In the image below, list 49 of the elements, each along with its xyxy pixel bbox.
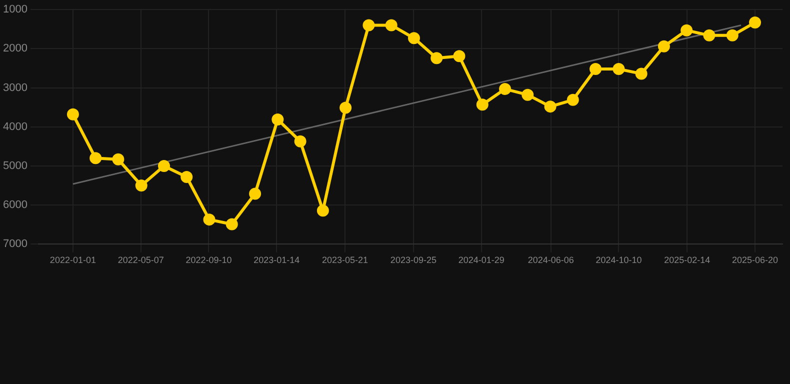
x-tick-label: 2022-05-07 <box>118 255 164 266</box>
point <box>544 100 556 113</box>
point <box>476 98 488 111</box>
point <box>203 214 216 226</box>
point <box>249 188 262 200</box>
point <box>612 63 625 76</box>
point <box>180 170 193 183</box>
x-tick-label: 2025-06-20 <box>732 255 778 266</box>
point <box>635 68 648 80</box>
point <box>362 19 375 32</box>
point <box>499 82 512 95</box>
point <box>680 24 693 36</box>
point <box>135 180 148 192</box>
point <box>294 135 306 148</box>
y-tick-label: 7000 <box>2 238 28 250</box>
point <box>453 50 466 62</box>
y-tick-label: 2000 <box>2 42 28 55</box>
point <box>340 102 352 114</box>
point <box>726 29 738 42</box>
point <box>703 29 716 42</box>
point <box>408 32 420 44</box>
y-tick-label: 5000 <box>2 160 28 172</box>
x-tick-label: 2022-09-10 <box>186 255 232 266</box>
x-tick-label: 2023-01-14 <box>254 255 300 266</box>
point <box>226 218 238 230</box>
point <box>316 204 329 217</box>
point <box>385 19 398 32</box>
point <box>90 152 102 164</box>
y-tick-label: 3000 <box>2 82 28 94</box>
point <box>658 40 670 52</box>
x-tick-label: 2022-01-01 <box>50 255 96 266</box>
y-tick-label: 6000 <box>2 199 28 212</box>
x-tick-label: 2024-10-10 <box>596 255 642 266</box>
point <box>566 94 579 106</box>
point <box>158 160 170 172</box>
point <box>272 113 284 126</box>
y-tick-label: 4000 <box>2 120 28 133</box>
x-tick-label: 2024-06-06 <box>528 255 574 266</box>
point <box>66 108 79 120</box>
x-tick-label: 2025-02-14 <box>664 255 710 266</box>
point <box>430 52 443 64</box>
point <box>112 153 124 166</box>
point <box>590 63 602 76</box>
y-tick-label: 1000 <box>2 4 28 16</box>
x-tick-label: 2023-05-21 <box>322 255 368 266</box>
point <box>749 16 762 29</box>
point <box>522 88 534 101</box>
x-tick-label: 2023-09-25 <box>390 255 436 266</box>
x-tick-label: 2024-01-29 <box>458 255 504 266</box>
